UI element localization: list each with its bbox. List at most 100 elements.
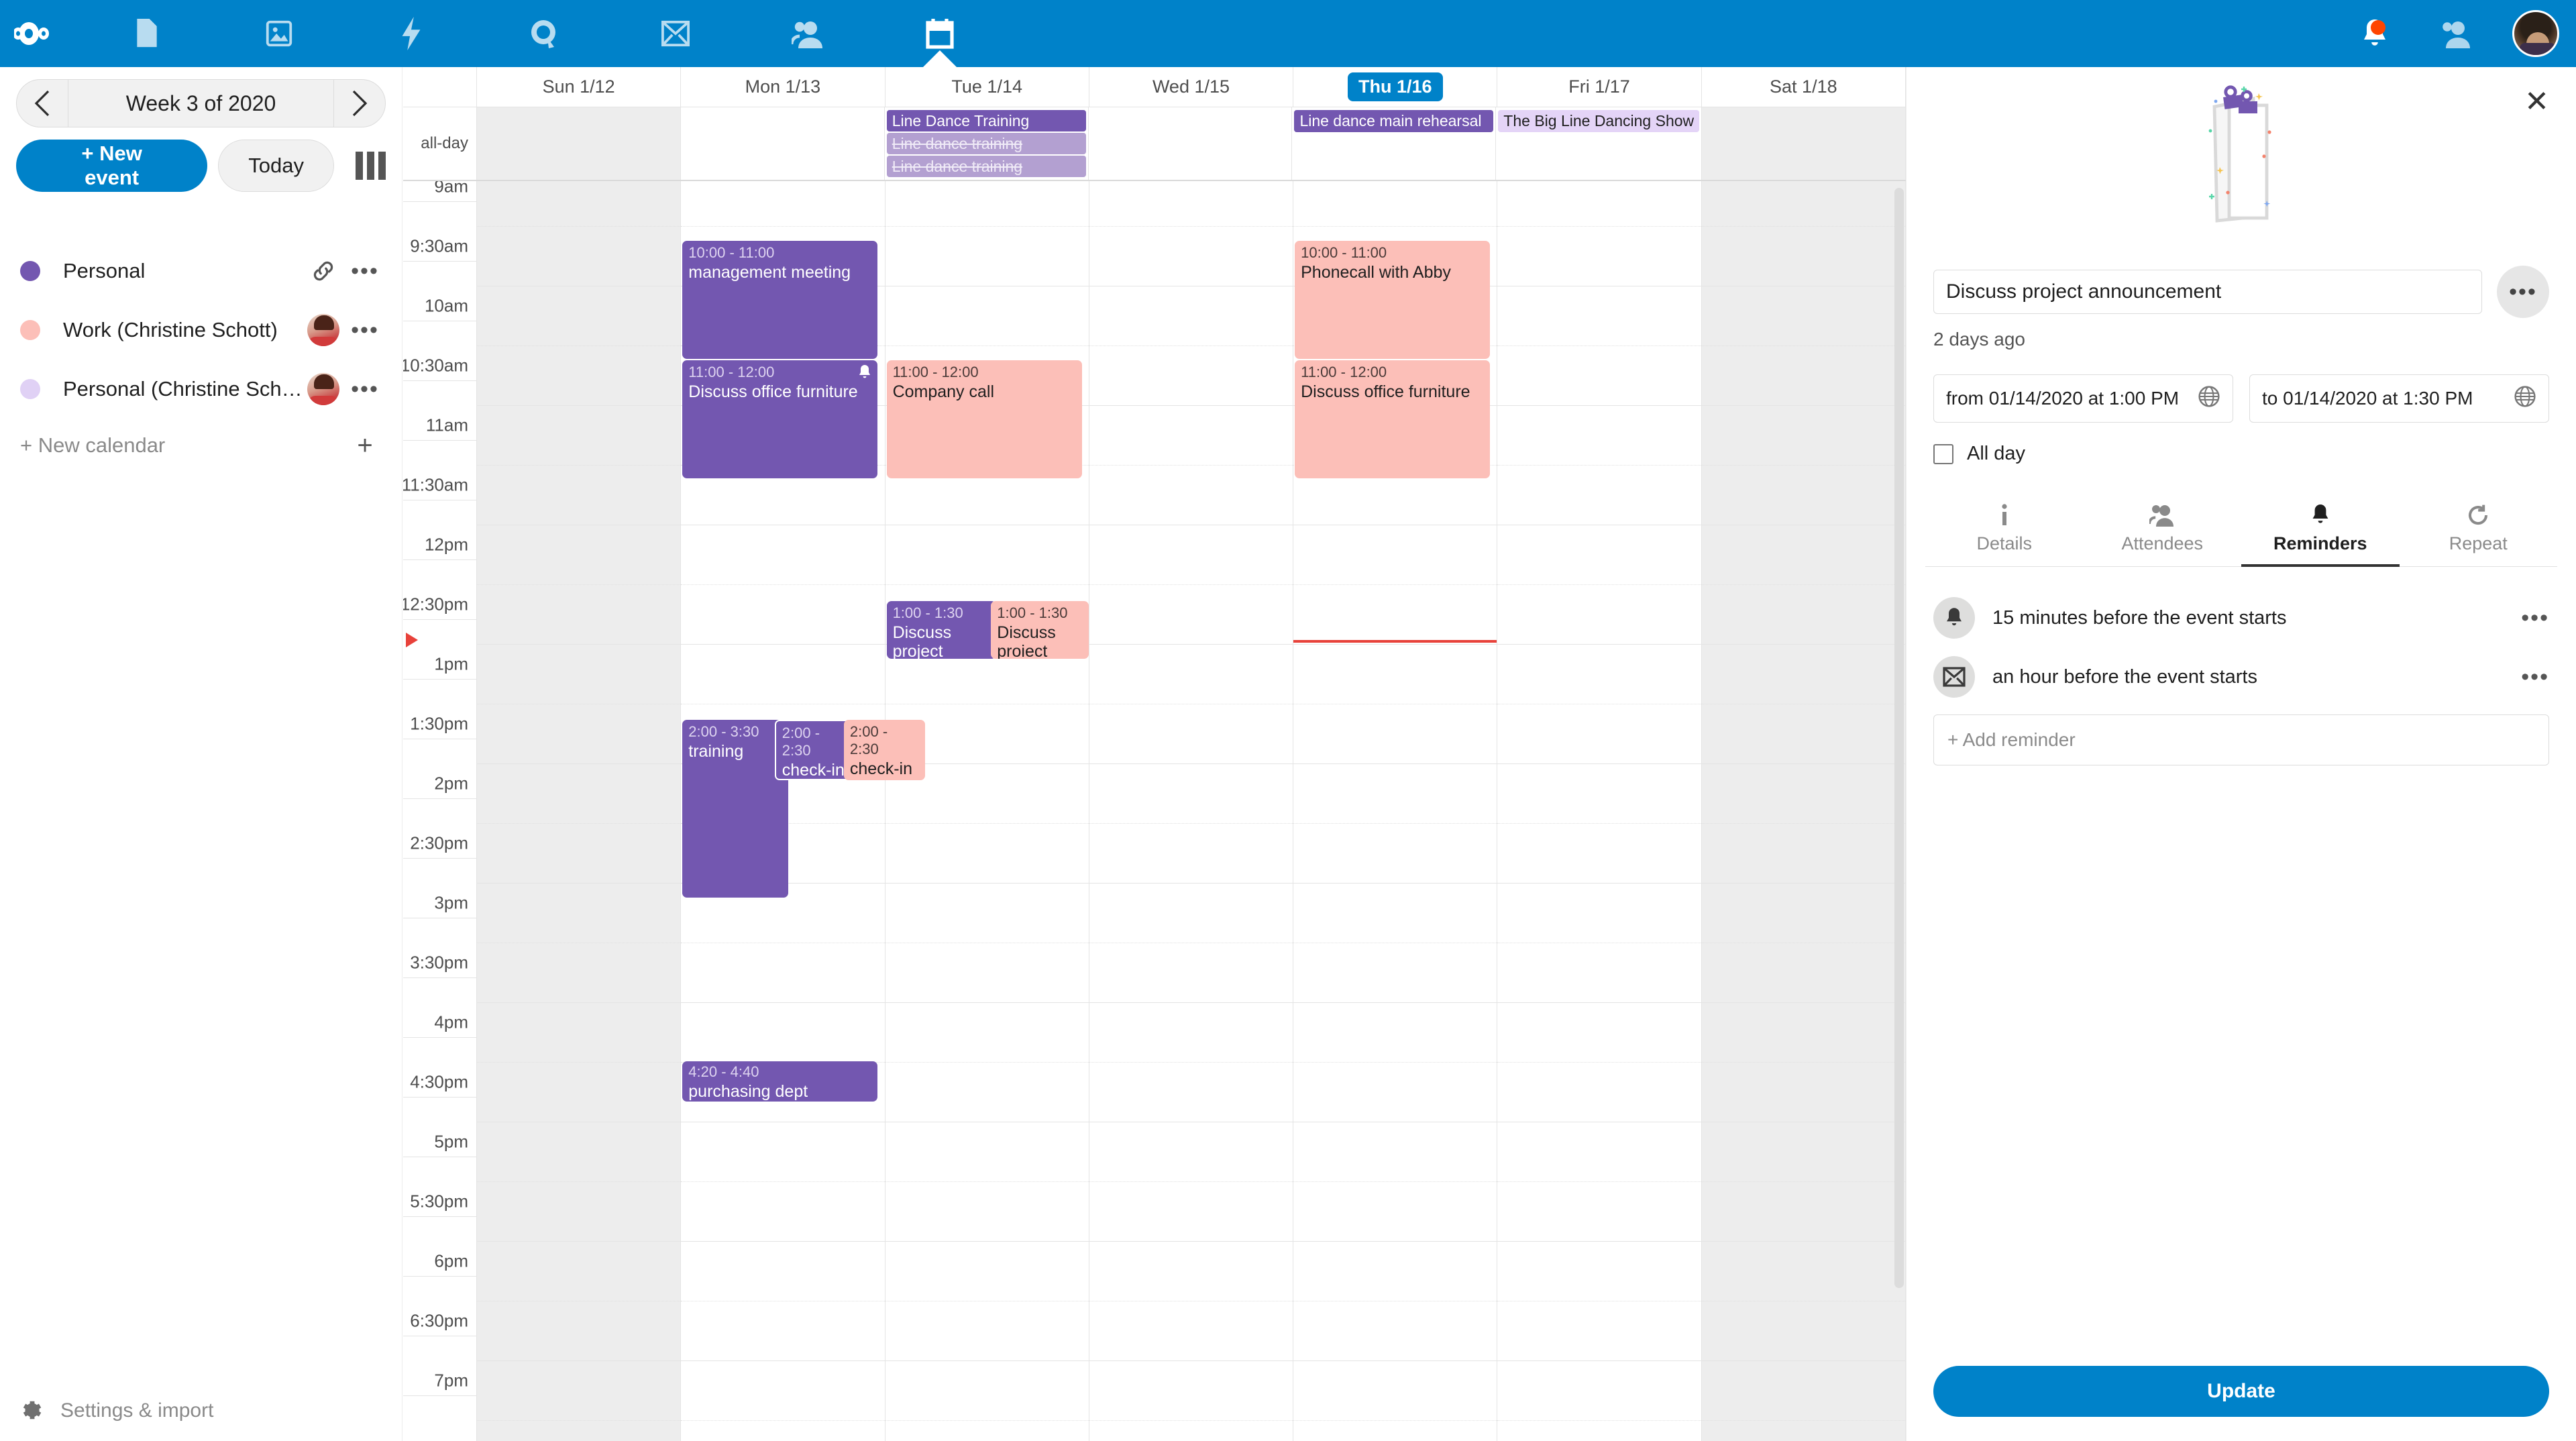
contacts-menu-icon[interactable]: [2415, 0, 2496, 67]
calendar-menu-button[interactable]: •••: [351, 376, 379, 402]
notifications-button[interactable]: [2334, 0, 2415, 67]
all-day-checkbox[interactable]: [1933, 443, 1953, 464]
new-event-button[interactable]: + New event: [16, 140, 208, 192]
event-options-button[interactable]: •••: [2497, 266, 2549, 318]
day-column-fri[interactable]: [1497, 181, 1702, 1441]
day-column-sun[interactable]: [477, 181, 682, 1441]
next-week-button[interactable]: [334, 80, 385, 127]
day-column-thu[interactable]: 10:00 - 11:00 Phonecall with Abby 11:00 …: [1293, 181, 1498, 1441]
grid-line: [1293, 1241, 1497, 1242]
day-header-tue[interactable]: Tue 1/14: [885, 67, 1089, 107]
all-day-cell-fri[interactable]: The Big Line Dancing Show: [1496, 107, 1703, 180]
grid-line: [1089, 465, 1293, 466]
info-icon: [1925, 501, 2084, 529]
calendar-event[interactable]: 11:00 - 12:00 Discuss office furniture: [1295, 360, 1491, 478]
grid-line: [1293, 1002, 1497, 1003]
all-day-event[interactable]: Line dance training: [886, 156, 1086, 177]
notification-badge-dot: [2371, 20, 2385, 35]
calendar-menu-button[interactable]: •••: [351, 258, 379, 284]
tab-repeat[interactable]: Repeat: [2400, 492, 2558, 566]
update-button[interactable]: Update: [1933, 1366, 2549, 1417]
all-day-cell-thu[interactable]: Line dance main rehearsal: [1292, 107, 1497, 180]
tab-label: Details: [1976, 533, 2033, 553]
calendar-item-personal-christine-schott[interactable]: Personal (Christine Scho... •••: [0, 360, 402, 419]
grid-line: [885, 584, 1089, 585]
sidebar-actions: + New event Today: [16, 140, 386, 192]
files-icon[interactable]: [80, 0, 213, 67]
nextcloud-logo[interactable]: [0, 21, 80, 46]
globe-icon[interactable]: [2514, 385, 2536, 413]
week-view-toggle[interactable]: [356, 152, 386, 180]
calendar-event[interactable]: 2:00 - 2:30 check-in: [774, 720, 857, 780]
time-grid-scroll-area[interactable]: 9am 9:30am 10am 10:30am 11am 11:30am 12pm 12:30…: [403, 181, 1906, 1441]
activity-icon[interactable]: [345, 0, 477, 67]
tab-reminders[interactable]: Reminders: [2241, 492, 2400, 567]
settings-and-import-button[interactable]: Settings & import: [0, 1381, 402, 1441]
link-icon[interactable]: [303, 258, 344, 284]
avatar[interactable]: [2496, 0, 2576, 67]
previous-week-button[interactable]: [17, 80, 68, 127]
reminder-menu-button[interactable]: •••: [2521, 664, 2549, 690]
reminder-item[interactable]: 15 minutes before the event starts •••: [1933, 588, 2549, 647]
photos-icon[interactable]: [213, 0, 345, 67]
calendar-event[interactable]: 10:00 - 11:00 management meeting: [682, 241, 878, 359]
grid-line: [1497, 823, 1701, 824]
grid-line: [681, 1420, 885, 1421]
day-header-sun[interactable]: Sun 1/12: [477, 67, 682, 107]
contacts-icon[interactable]: [741, 0, 873, 67]
day-column-sat[interactable]: [1701, 181, 1906, 1441]
calendar-event[interactable]: 10:00 - 11:00 Phonecall with Abby: [1295, 241, 1491, 359]
grid-line: [1701, 1181, 1905, 1182]
day-column-tue[interactable]: 11:00 - 12:00 Company call 1:00 - 1:30 D…: [885, 181, 1089, 1441]
new-calendar-button[interactable]: + New calendar +: [0, 419, 402, 472]
all-day-event[interactable]: The Big Line Dancing Show: [1498, 110, 1700, 132]
all-day-cell-sun[interactable]: [477, 107, 681, 180]
calendar-icon[interactable]: [873, 0, 1006, 67]
all-day-cell-sat[interactable]: [1702, 107, 1906, 180]
globe-icon[interactable]: [2198, 385, 2220, 413]
calendar-event[interactable]: 1:00 - 1:30 Discuss proiect: [991, 601, 1089, 659]
tab-attendees[interactable]: Attendees: [2084, 492, 2242, 566]
vertical-scrollbar[interactable]: [1894, 188, 1904, 1288]
reminder-menu-button[interactable]: •••: [2521, 605, 2549, 631]
time-label: 4pm: [434, 1012, 468, 1032]
day-header-fri[interactable]: Fri 1/17: [1497, 67, 1702, 107]
all-day-event[interactable]: Line Dance Training: [886, 110, 1086, 131]
event-title-input[interactable]: [1933, 270, 2482, 314]
close-icon[interactable]: ✕: [2524, 85, 2549, 118]
all-day-cell-mon[interactable]: [681, 107, 885, 180]
calendar-event[interactable]: 4:20 - 4:40 purchasing dept: [682, 1061, 878, 1102]
calendar-event[interactable]: 11:00 - 12:00 Company call: [886, 360, 1082, 478]
calendar-item-work-christine-schott[interactable]: Work (Christine Schott) •••: [0, 301, 402, 360]
add-reminder-button[interactable]: + Add reminder: [1933, 714, 2549, 765]
calendar-item-personal[interactable]: Personal •••: [0, 242, 402, 301]
all-day-cell-tue[interactable]: Line Dance Training Line dance training …: [885, 107, 1089, 180]
calendar-event[interactable]: 2:00 - 2:30 check-in: [843, 720, 926, 780]
event-end-field[interactable]: to 01/14/2020 at 1:30 PM: [2249, 374, 2549, 423]
calendar-event[interactable]: 1:00 - 1:30 Discuss project announcement: [886, 601, 997, 659]
all-day-event[interactable]: Line dance main rehearsal: [1294, 110, 1494, 132]
today-button[interactable]: Today: [218, 140, 334, 192]
all-day-event[interactable]: Line dance training: [886, 133, 1086, 154]
calendar-event[interactable]: 11:00 - 12:00 Discuss office furniture: [682, 360, 878, 478]
grid-line: [477, 763, 681, 764]
day-column-mon[interactable]: 10:00 - 11:00 management meeting 11:00 -…: [681, 181, 926, 1441]
all-day-cell-wed[interactable]: [1089, 107, 1293, 180]
day-column-wed[interactable]: [1089, 181, 1294, 1441]
calendar-event[interactable]: 2:00 - 3:30 training: [682, 720, 788, 898]
reminder-item[interactable]: an hour before the event starts •••: [1933, 647, 2549, 706]
grid-line: [1293, 883, 1497, 884]
all-day-toggle-row[interactable]: All day: [1907, 443, 2576, 465]
calendar-menu-button[interactable]: •••: [351, 317, 379, 343]
day-header-thu[interactable]: Thu 1/16: [1293, 67, 1498, 107]
grid-line: [1701, 1360, 1905, 1361]
mail-icon[interactable]: [609, 0, 741, 67]
grid-line: [1701, 1062, 1905, 1063]
event-start-field[interactable]: from 01/14/2020 at 1:00 PM: [1933, 374, 2233, 423]
day-header-sat[interactable]: Sat 1/18: [1702, 67, 1906, 107]
talk-icon[interactable]: [477, 0, 609, 67]
tab-details[interactable]: Details: [1925, 492, 2084, 566]
day-header-mon[interactable]: Mon 1/13: [681, 67, 885, 107]
day-header-wed[interactable]: Wed 1/15: [1089, 67, 1294, 107]
plus-icon[interactable]: +: [357, 430, 373, 460]
